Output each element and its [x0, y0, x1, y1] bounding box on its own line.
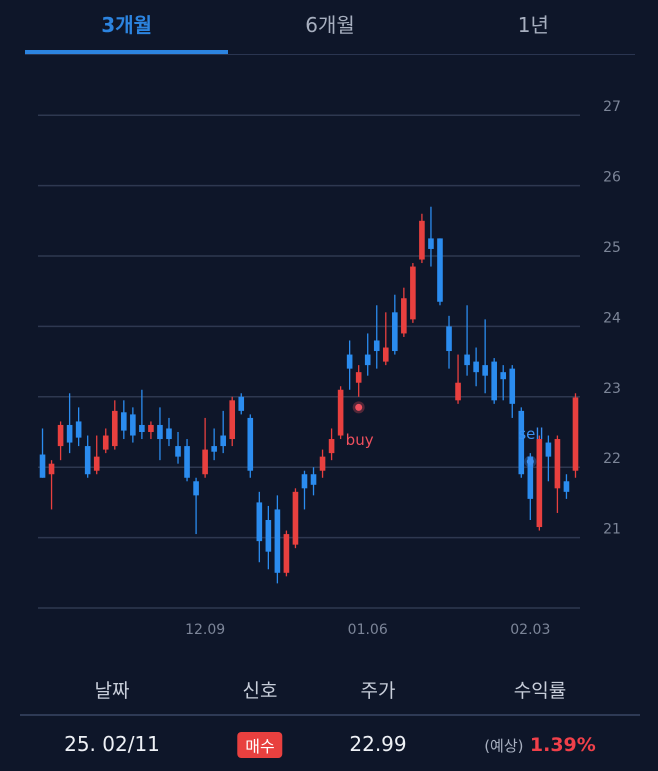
return-value: 1.39%	[529, 734, 596, 756]
candle-body	[57, 424, 64, 447]
candle-body	[139, 424, 145, 432]
candle-body	[84, 446, 91, 475]
candle-body	[364, 354, 371, 366]
signal-label: sell	[518, 425, 543, 443]
price-cell: 22.99	[349, 732, 407, 756]
candle-body	[265, 520, 272, 552]
tab-bar: 3개월 6개월 1년	[25, 0, 635, 55]
y-tick-label: 27	[603, 99, 621, 115]
candle-body	[464, 354, 470, 366]
candle-body	[392, 312, 398, 352]
y-tick-label: 21	[603, 522, 621, 538]
candle-body	[382, 347, 389, 362]
date-cell: 25. 02/11	[64, 732, 160, 756]
candle-body	[554, 439, 561, 489]
table-header: 날짜 신호 주가 수익률	[20, 668, 640, 716]
candle-body	[247, 417, 254, 471]
tab[interactable]: 1년	[517, 13, 549, 37]
candle-body	[184, 446, 190, 478]
candle-body	[373, 340, 380, 352]
signal-badge: 매수	[237, 732, 283, 758]
signal-label: buy	[346, 431, 374, 449]
candle-body	[319, 456, 326, 471]
signal-marker	[526, 458, 534, 466]
signal-marker	[355, 403, 363, 411]
candle-body	[148, 424, 154, 432]
candle-body	[428, 238, 434, 249]
x-tick-label: 12.09	[185, 622, 225, 638]
candle-body	[337, 389, 344, 436]
candle-body	[572, 397, 579, 471]
candle-body	[509, 368, 516, 404]
candle-body	[473, 361, 479, 373]
candle-body	[48, 463, 55, 475]
y-tick-label: 25	[603, 240, 621, 256]
candle-body	[527, 456, 534, 499]
candle-body	[193, 481, 199, 496]
y-tick-label: 22	[603, 451, 621, 467]
candle-body	[328, 439, 335, 454]
candle-body	[121, 412, 127, 431]
chart: 21 22 23 24 25 26 27 12.09 01.06 02.03 buy sell	[38, 99, 621, 638]
candle-body	[500, 372, 507, 380]
candle-body	[545, 442, 552, 457]
candle-body	[102, 435, 109, 450]
return-cell: (예상) 1.39%	[484, 732, 596, 756]
candle-body	[455, 382, 461, 401]
candle-body	[39, 454, 46, 478]
candle-body	[274, 509, 281, 573]
candle-body	[175, 446, 181, 457]
candle-body	[130, 414, 136, 436]
candle-body	[401, 298, 407, 334]
header-cell: 신호	[242, 680, 278, 702]
y-tick-label: 26	[603, 170, 621, 186]
y-tick-label: 24	[603, 310, 621, 326]
tab[interactable]: 6개월	[305, 13, 355, 37]
candle-body	[111, 410, 118, 447]
candle-body	[66, 424, 73, 443]
candle-body	[238, 396, 245, 411]
candle-body	[355, 372, 362, 383]
note: (예상)	[484, 737, 524, 755]
y-tick-label: 23	[603, 381, 621, 397]
candle-body	[563, 481, 570, 492]
candle-body	[220, 435, 226, 447]
candle-body	[283, 534, 290, 573]
header-cell: 주가	[360, 680, 396, 702]
candle-body	[482, 365, 488, 376]
candle-body	[301, 474, 308, 489]
candle-body	[419, 220, 425, 260]
candle-body	[491, 361, 497, 401]
candle-body	[410, 266, 416, 320]
header-cell: 수익률	[513, 680, 567, 702]
candle-body	[256, 502, 263, 542]
candle-body	[292, 491, 299, 545]
candle-body	[75, 421, 82, 438]
candle-body	[310, 474, 317, 485]
candle-body	[229, 400, 236, 440]
x-tick-label: 02.03	[510, 622, 550, 638]
tab[interactable]: 3개월	[25, 0, 229, 54]
candle-body	[202, 449, 208, 475]
x-tick-label: 01.06	[348, 622, 388, 638]
candle-body	[536, 439, 543, 528]
candle-body	[518, 410, 525, 475]
candle-body	[446, 326, 452, 352]
candle-body	[211, 446, 217, 452]
candle-body	[157, 424, 163, 440]
candle-body	[346, 354, 353, 369]
candle-body	[437, 238, 443, 302]
header-cell: 날짜	[94, 680, 130, 702]
candle-body	[166, 428, 172, 440]
candle-body	[93, 456, 100, 471]
